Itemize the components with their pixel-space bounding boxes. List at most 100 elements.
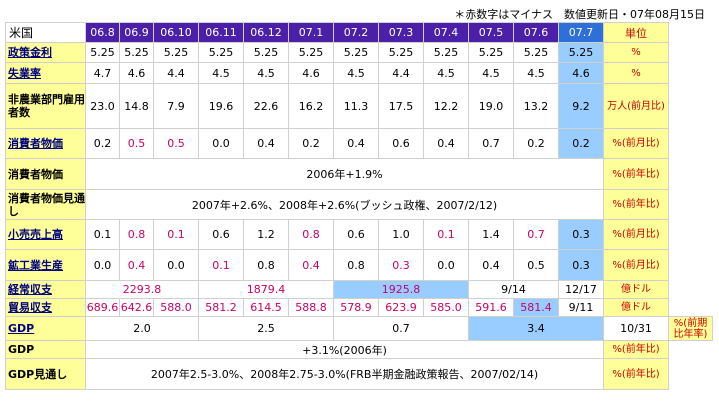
country-label: 米国 bbox=[5, 22, 86, 43]
cell: 0.2 bbox=[513, 128, 559, 159]
span-cell: +3.1%(2006年) bbox=[85, 340, 604, 359]
gdp-link[interactable]: GDP bbox=[8, 322, 35, 335]
cell: 578.9 bbox=[333, 298, 379, 317]
cell: 9/14 bbox=[468, 280, 559, 299]
cell: 5.25 bbox=[153, 42, 199, 63]
cell: 19.0 bbox=[468, 83, 514, 129]
cell: 0.1 bbox=[153, 219, 199, 250]
cell: 0.3 bbox=[378, 249, 424, 281]
row-label: 政策金利 bbox=[5, 42, 86, 63]
cell: 0.1 bbox=[85, 219, 120, 250]
cell: 588.8 bbox=[288, 298, 334, 317]
row-cpi-yoy: 消費者物価 2006年+1.9% %(前年比) bbox=[5, 158, 713, 190]
cell: 591.6 bbox=[468, 298, 514, 317]
cell: 614.5 bbox=[243, 298, 289, 317]
row-gdp: GDP 2.0 2.5 0.7 3.4 10/31 %(前期比年率) bbox=[5, 316, 713, 341]
cell: 0.6 bbox=[333, 219, 379, 250]
cell: 0.2 bbox=[85, 128, 120, 159]
cell: 0.3 bbox=[558, 249, 604, 281]
cell: 0.5 bbox=[119, 128, 154, 159]
cell: 5.25 bbox=[423, 42, 469, 63]
cell: 0.4 bbox=[288, 249, 334, 281]
current-account-link[interactable]: 経常収支 bbox=[8, 283, 52, 296]
cell: 0.7 bbox=[468, 128, 514, 159]
cell: 17.5 bbox=[378, 83, 424, 129]
cell: 0.5 bbox=[153, 128, 199, 159]
cell: 4.6 bbox=[558, 62, 604, 84]
cell: 5.25 bbox=[288, 42, 334, 63]
unit-cell: %(前期比年率) bbox=[668, 316, 713, 341]
cell: 4.6 bbox=[288, 62, 334, 84]
cell: 642.6 bbox=[119, 298, 154, 317]
cell: 9.2 bbox=[558, 83, 604, 129]
cell: 0.6 bbox=[198, 219, 244, 250]
month-header: 06.9 bbox=[119, 22, 154, 43]
cell: 0.5 bbox=[513, 249, 559, 281]
unit-cell: %(前年比) bbox=[603, 358, 669, 390]
cell: 4.4 bbox=[153, 62, 199, 84]
cell: 0.8 bbox=[288, 219, 334, 250]
cell: 0.8 bbox=[243, 249, 289, 281]
row-payrolls: 非農業部門雇用者数 23.0 14.8 7.9 19.6 22.6 16.2 1… bbox=[5, 83, 713, 129]
unit-cell: %(前年比) bbox=[603, 158, 669, 190]
row-label: 消費者物価見通し bbox=[5, 189, 86, 220]
month-header: 07.3 bbox=[378, 22, 424, 43]
retail-link[interactable]: 小売売上高 bbox=[8, 228, 63, 241]
cell: 2.5 bbox=[198, 316, 334, 341]
month-header: 06.8 bbox=[85, 22, 120, 43]
cell: 4.5 bbox=[468, 62, 514, 84]
cell: 1.4 bbox=[468, 219, 514, 250]
unit-cell: 億ドル bbox=[603, 298, 669, 317]
cell: 585.0 bbox=[423, 298, 469, 317]
cell: 0.0 bbox=[198, 128, 244, 159]
cell: 2.0 bbox=[85, 316, 199, 341]
cell: 0.4 bbox=[119, 249, 154, 281]
cell: 0.0 bbox=[85, 249, 120, 281]
row-label: GDP bbox=[5, 340, 86, 359]
cell: 4.6 bbox=[119, 62, 154, 84]
cell: 11.3 bbox=[333, 83, 379, 129]
unit-header: 単位 bbox=[603, 22, 669, 43]
cell: 0.1 bbox=[423, 219, 469, 250]
row-label: 経常収支 bbox=[5, 280, 86, 299]
cell: 5.25 bbox=[558, 42, 604, 63]
cell: 12.2 bbox=[423, 83, 469, 129]
cell: 0.8 bbox=[119, 219, 154, 250]
cell: 5.25 bbox=[333, 42, 379, 63]
month-header: 06.12 bbox=[243, 22, 289, 43]
row-cpi-outlook: 消費者物価見通し 2007年+2.6%、2008年+2.6%(ブッシュ政権、20… bbox=[5, 189, 713, 220]
unit-cell: %(前月比) bbox=[603, 219, 669, 250]
trade-link[interactable]: 貿易収支 bbox=[8, 301, 52, 314]
industrial-link[interactable]: 鉱工業生産 bbox=[8, 258, 63, 272]
unit-cell: % bbox=[603, 62, 669, 84]
row-policy-rate: 政策金利 5.25 5.25 5.25 5.25 5.25 5.25 5.25 … bbox=[5, 42, 713, 63]
cell: 0.4 bbox=[423, 128, 469, 159]
cell: 0.2 bbox=[288, 128, 334, 159]
month-header-latest: 07.7 bbox=[558, 22, 604, 43]
cell: 0.6 bbox=[378, 128, 424, 159]
unit-cell: %(前年比) bbox=[603, 189, 669, 220]
cell: 3.4 bbox=[468, 316, 604, 341]
cell: 1.0 bbox=[378, 219, 424, 250]
span-cell: 2007年+2.6%、2008年+2.6%(ブッシュ政権、2007/2/12) bbox=[85, 189, 604, 220]
cell: 1925.8 bbox=[333, 280, 469, 299]
row-label: 貿易収支 bbox=[5, 298, 86, 317]
cell: 0.7 bbox=[333, 316, 469, 341]
cell: 0.4 bbox=[468, 249, 514, 281]
cell: 2293.8 bbox=[85, 280, 199, 299]
cpi-link[interactable]: 消費者物価 bbox=[8, 137, 63, 150]
unemployment-link[interactable]: 失業率 bbox=[8, 66, 41, 80]
cell: 1879.4 bbox=[198, 280, 334, 299]
cell: 0.1 bbox=[198, 249, 244, 281]
unit-cell: 万人(前月比) bbox=[603, 83, 669, 129]
unit-cell: %(前月比) bbox=[603, 128, 669, 159]
cell: 4.5 bbox=[243, 62, 289, 84]
cell: 1.2 bbox=[243, 219, 289, 250]
span-cell: 2006年+1.9% bbox=[85, 158, 604, 190]
row-trade: 貿易収支 689.6 642.6 588.0 581.2 614.5 588.8… bbox=[5, 298, 713, 317]
cell: 0.3 bbox=[558, 219, 604, 250]
policy-rate-link[interactable]: 政策金利 bbox=[8, 46, 52, 59]
cell: 9/11 bbox=[558, 298, 604, 317]
row-label: 消費者物価 bbox=[5, 128, 86, 159]
cell: 5.25 bbox=[198, 42, 244, 63]
